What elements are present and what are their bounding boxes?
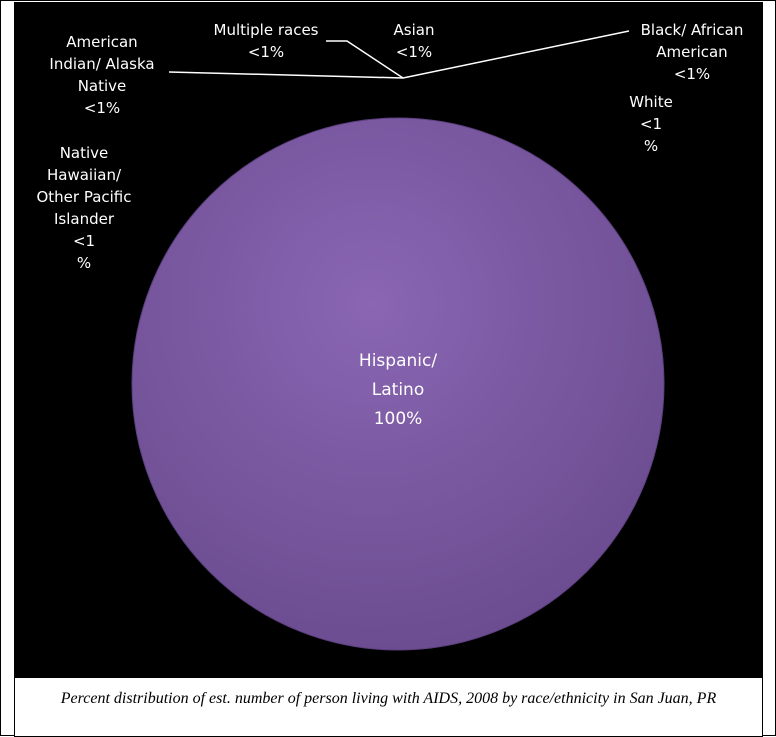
pie-slice-hispanic-latino [131, 117, 665, 651]
leader-line-american-indian [168, 71, 404, 79]
chart-area: Multiple races <1% Asian <1% Black/ Afri… [14, 2, 763, 677]
slice-label-multiple-races: Multiple races <1% [213, 21, 319, 61]
leader-line-black-african-american [402, 30, 630, 79]
slice-label-american-indian-alaska-native: American Indian/ Alaska Native <1% [49, 33, 155, 117]
slice-label-white: White <1 % [629, 93, 673, 155]
pie-chart [131, 30, 665, 651]
slice-label-asian: Asian <1% [393, 21, 435, 61]
figure-caption: Percent distribution of est. number of p… [14, 677, 763, 737]
slice-label-native-hawaiian-pacific-islander: Native Hawaiian/ Other Pacific Islander … [36, 144, 132, 272]
slice-label-hispanic-latino: Hispanic/ Latino 100% [358, 351, 438, 429]
slice-label-black-african-american: Black/ African American <1% [640, 21, 744, 83]
leader-line-multiple-races [326, 40, 404, 79]
leader-lines [168, 30, 630, 79]
